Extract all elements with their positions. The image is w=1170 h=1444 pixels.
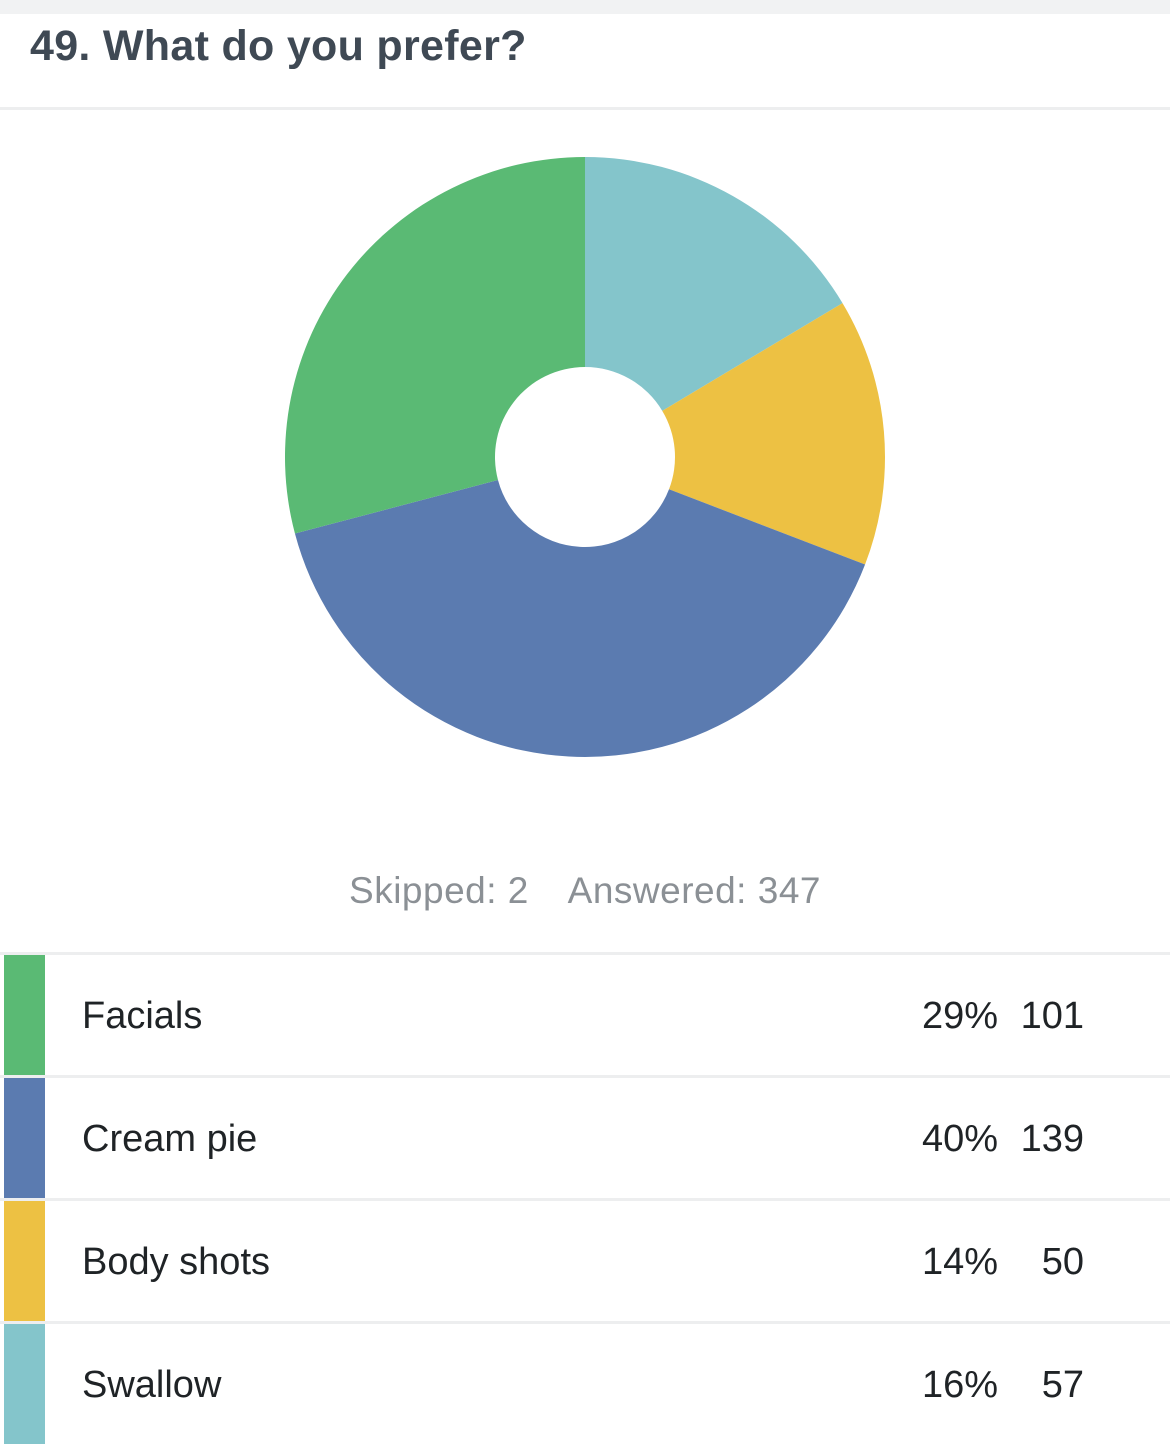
question-title: 49. What do you prefer? <box>30 22 527 70</box>
donut-chart <box>284 157 885 758</box>
legend-row-swallow[interactable]: Swallow 16% 57 <box>0 1321 1170 1444</box>
legend-percent: 29% <box>921 995 998 1037</box>
legend-count: 50 <box>1041 1241 1084 1283</box>
legend-row-facials[interactable]: Facials 29% 101 <box>0 952 1170 1075</box>
legend-row-body-shots[interactable]: Body shots 14% 50 <box>0 1198 1170 1321</box>
answered-count: Answered: 347 <box>567 870 821 911</box>
pie-slice-facials[interactable] <box>284 157 585 534</box>
pie-slice-cream-pie[interactable] <box>294 479 866 758</box>
legend-table: Facials 29% 101 Cream pie 40% 139 Body s… <box>0 952 1170 1444</box>
pie-slice-body-shots[interactable] <box>662 303 885 565</box>
pie-slice-swallow[interactable] <box>585 157 843 411</box>
legend-count: 139 <box>1020 1118 1084 1160</box>
legend-percent: 16% <box>921 1364 998 1406</box>
legend-percent: 14% <box>921 1241 998 1283</box>
legend-label: Facials <box>82 995 203 1037</box>
legend-label: Swallow <box>82 1364 222 1406</box>
legend-count: 57 <box>1041 1364 1084 1406</box>
skipped-count: Skipped: 2 <box>349 870 529 911</box>
legend-count: 101 <box>1020 995 1084 1037</box>
legend-swatch <box>4 1324 45 1444</box>
legend-swatch <box>4 1078 45 1198</box>
legend-label: Body shots <box>82 1241 270 1283</box>
response-summary: Skipped: 2 Answered: 347 <box>0 870 1170 912</box>
legend-swatch <box>4 1201 45 1321</box>
legend-label: Cream pie <box>82 1118 258 1160</box>
legend-row-cream-pie[interactable]: Cream pie 40% 139 <box>0 1075 1170 1198</box>
legend-swatch <box>4 955 45 1075</box>
top-strip <box>0 0 1170 14</box>
title-divider <box>0 107 1170 110</box>
legend-percent: 40% <box>921 1118 998 1160</box>
